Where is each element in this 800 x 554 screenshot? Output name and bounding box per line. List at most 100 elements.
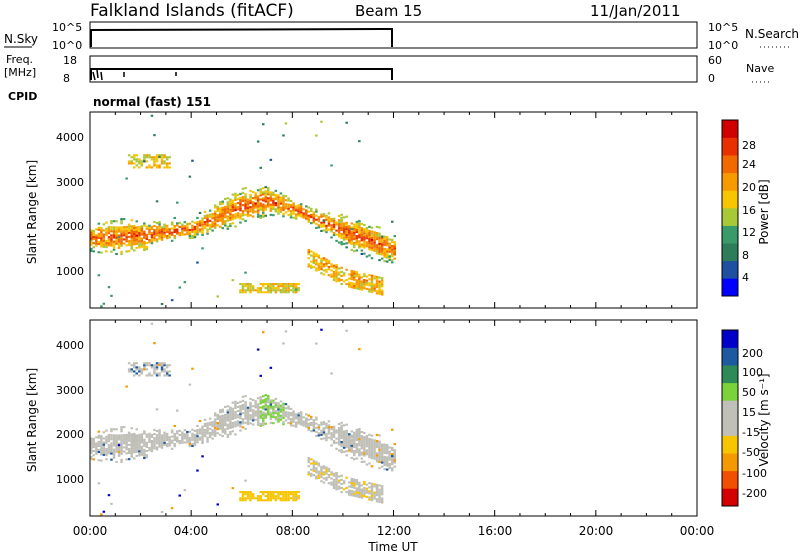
velocity-cell bbox=[340, 436, 343, 439]
velocity-cell bbox=[135, 372, 138, 375]
velocity-cell bbox=[380, 465, 384, 468]
power-cell bbox=[138, 230, 141, 233]
velocity-cell bbox=[312, 425, 316, 428]
velocity-cell bbox=[340, 441, 343, 444]
velocity-cell bbox=[239, 429, 242, 432]
power-cell bbox=[231, 222, 235, 225]
velocity-cell bbox=[317, 434, 321, 437]
power-cell bbox=[100, 239, 103, 242]
velocity-cell bbox=[294, 417, 298, 420]
power-cell bbox=[256, 189, 260, 192]
velocity-cell bbox=[368, 490, 371, 493]
power-cell bbox=[130, 227, 133, 230]
power-cell bbox=[262, 285, 265, 288]
velocity-cell bbox=[337, 427, 341, 430]
power-cell bbox=[279, 192, 283, 195]
velocity-cell bbox=[244, 421, 247, 424]
velocity-cell bbox=[262, 491, 265, 494]
velocity-cell bbox=[267, 407, 270, 410]
power-cell bbox=[110, 228, 113, 231]
velocity-cell bbox=[246, 414, 250, 417]
velocity-cell bbox=[168, 438, 171, 441]
velocity-cell bbox=[287, 499, 290, 502]
velocity-cell bbox=[148, 440, 151, 443]
power-cell bbox=[340, 237, 343, 240]
velocity-cell bbox=[312, 423, 316, 426]
velocity-cell bbox=[337, 449, 341, 452]
velocity-cell bbox=[363, 452, 366, 455]
velocity-cell bbox=[312, 419, 316, 422]
power-cell bbox=[122, 234, 126, 237]
power-axis-ticks bbox=[89, 112, 698, 308]
power-cell bbox=[92, 238, 95, 241]
power-cell bbox=[312, 221, 316, 224]
velocity-cell bbox=[267, 405, 270, 408]
power-cell bbox=[251, 201, 255, 204]
velocity-cell bbox=[163, 433, 166, 436]
velocity-cell bbox=[100, 441, 103, 444]
velocity-cell bbox=[249, 416, 252, 419]
power-cell bbox=[264, 196, 267, 199]
power-cell bbox=[249, 200, 252, 203]
velocity-cell bbox=[355, 449, 359, 452]
velocity-cell bbox=[370, 492, 374, 495]
power-cell bbox=[163, 225, 166, 228]
power-cell bbox=[307, 218, 310, 221]
power-cell bbox=[337, 223, 341, 226]
velocity-cell bbox=[143, 450, 146, 453]
power-cell bbox=[241, 214, 245, 217]
freq-unit-label: [MHz] bbox=[4, 66, 36, 79]
velocity-cell bbox=[211, 433, 214, 436]
velocity-cell bbox=[231, 487, 235, 490]
power-cell bbox=[317, 220, 321, 223]
velocity-cell bbox=[350, 442, 353, 445]
power-cell bbox=[206, 228, 209, 231]
power-cell bbox=[378, 226, 381, 229]
velocity-cell bbox=[297, 497, 300, 500]
power-cell bbox=[127, 235, 131, 238]
velocity-cell bbox=[358, 442, 361, 445]
power-cell bbox=[294, 209, 298, 212]
power-cell bbox=[112, 244, 116, 247]
power-cell bbox=[256, 197, 260, 200]
velocity-cell bbox=[315, 434, 318, 437]
velocity-cell bbox=[120, 442, 123, 445]
velocity-cell bbox=[355, 437, 359, 440]
velocity-cell bbox=[365, 437, 369, 440]
velocity-cell bbox=[272, 413, 275, 416]
power-cell bbox=[264, 214, 267, 217]
power-cell bbox=[191, 228, 194, 231]
nsearch-label: N.Search bbox=[745, 27, 799, 41]
velocity-cell bbox=[92, 458, 95, 461]
power-cell bbox=[348, 283, 351, 286]
velocity-cell bbox=[355, 481, 359, 484]
velocity-cell bbox=[181, 433, 184, 436]
power-cell bbox=[249, 206, 252, 209]
velocity-cell bbox=[196, 429, 199, 432]
power-cell bbox=[317, 268, 321, 271]
velocity-cell bbox=[165, 370, 169, 373]
power-cell bbox=[355, 285, 359, 288]
power-cell bbox=[246, 289, 250, 292]
power-cell bbox=[92, 234, 95, 237]
power-cell bbox=[330, 228, 333, 231]
velocity-cell bbox=[181, 431, 184, 434]
velocity-cell bbox=[115, 460, 118, 463]
power-cell bbox=[363, 287, 366, 290]
power-cell bbox=[150, 227, 154, 230]
power-cell bbox=[163, 233, 166, 236]
velocity-cell bbox=[385, 446, 389, 449]
power-cell bbox=[148, 164, 151, 167]
velocity-cell bbox=[335, 474, 338, 477]
power-cell bbox=[267, 203, 270, 206]
power-cell bbox=[310, 207, 313, 210]
power-cell bbox=[100, 233, 103, 236]
velocity-cell bbox=[342, 444, 346, 447]
power-cell bbox=[365, 227, 369, 230]
velocity-cell bbox=[97, 442, 101, 445]
power-cell bbox=[170, 233, 174, 236]
velocity-cell bbox=[269, 417, 273, 420]
power-cell bbox=[244, 199, 247, 202]
power-cell bbox=[201, 247, 204, 250]
velocity-cell bbox=[330, 477, 333, 480]
